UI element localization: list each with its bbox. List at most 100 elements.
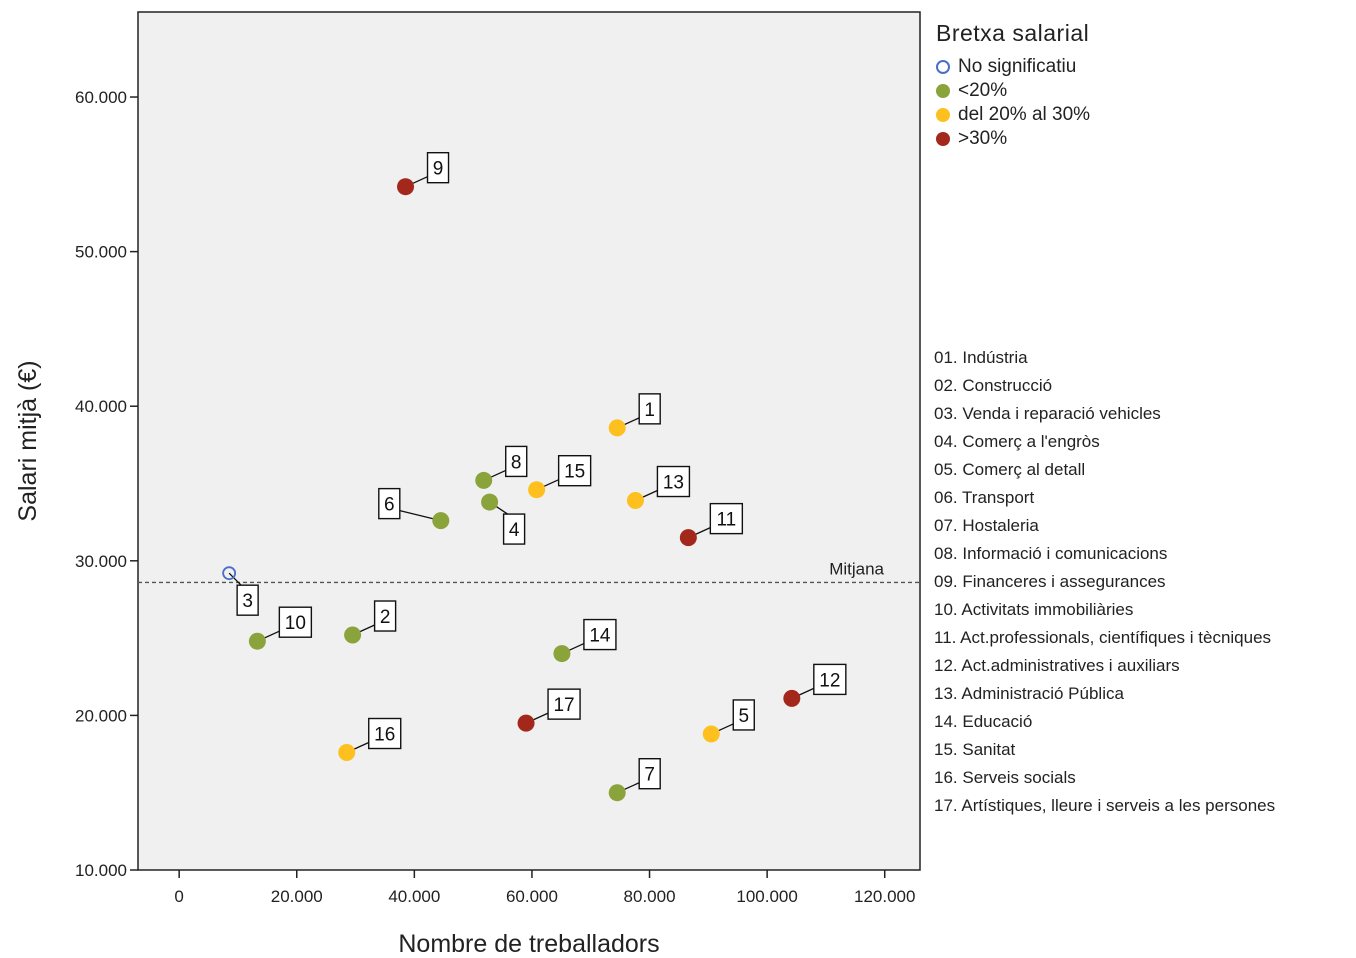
data-point [248,632,266,650]
point-label-box [709,502,744,535]
y-tick-label: 30.000 [75,552,127,571]
data-point [397,178,415,196]
legend-entry: del 20% al 30% [936,103,1090,127]
point-label: 14 [589,626,611,647]
point-label: 2 [380,607,391,628]
legend-title: Bretxa salarial [936,20,1090,46]
y-tick-label: 20.000 [75,706,127,725]
x-tick-label: 100.000 [736,887,797,906]
sector-key-item: 11. Act.professionals, científiques i tè… [934,628,1272,647]
legend: Bretxa salarial No significatiu <20% del 2… [936,20,1090,151]
point-label: 6 [384,495,395,516]
data-point [475,471,493,489]
x-axis: 0 20.000 40.000 60.000 80.000 100.000 120.000 [174,870,915,906]
sector-key-item: 12. Act.administratives i auxiliars [934,656,1180,675]
point-label-group: 15 [536,454,592,491]
point-label-box [638,393,661,425]
sector-key-item: 08. Informació i comunicacions [934,544,1168,563]
legend-entry-label: <20% [958,80,1008,101]
data-point [338,744,356,762]
point-label: 13 [663,473,684,494]
y-tick-label: 10.000 [75,861,127,880]
x-tick-label: 40.000 [388,887,440,906]
point-label-box [368,717,402,750]
point-label-box [732,699,755,731]
sector-key-item: 10. Activitats immobiliàries [934,600,1134,619]
sector-key-item: 01. Indústria [934,348,1028,367]
filled-circle-icon [936,84,950,98]
point-label: 16 [374,725,395,746]
point-label-group: 16 [346,717,402,754]
point-label-group: 6 [378,487,441,522]
y-axis: 10.000 20.000 30.000 40.000 50.000 60.000 [75,88,138,880]
point-label-box [813,663,847,696]
point-label: 15 [564,462,585,483]
point-label: 10 [285,613,306,634]
data-point-not-significant [222,566,237,581]
point-label-group: 2 [352,600,397,636]
legend-entry-label: del 20% al 30% [958,104,1091,125]
data-point [608,784,626,802]
point-label-group: 13 [635,465,691,502]
filled-circle-icon [936,132,950,146]
data-point [344,626,362,644]
sector-key-item: 09. Financeres i assegurances [934,572,1166,591]
sector-key-item: 14. Educació [934,712,1033,731]
point-label-group: 11 [688,502,744,539]
sector-key-item: 02. Construcció [934,376,1053,395]
x-tick-label: 20.000 [271,887,323,906]
point-label: 3 [242,591,253,612]
data-point [432,512,450,530]
y-axis-title: Salari mitjà (€) [14,360,42,521]
point-label-box [557,454,592,487]
y-tick-label: 40.000 [75,397,127,416]
data-point [608,419,626,437]
data-point [528,481,546,499]
sector-key-item: 16. Serveis socials [934,768,1076,787]
point-label-box [583,618,617,651]
legend-entry: <20% [936,79,1090,103]
point-label-group: 4 [489,501,526,545]
legend-entry-label: >30% [958,128,1008,149]
point-label-box [426,151,450,184]
point-label: 7 [644,765,655,786]
point-label: 5 [738,706,749,727]
sector-key-item: 04. Comerç a l'engròs [934,432,1100,451]
point-label-group: 17 [525,688,581,724]
data-point [783,689,801,707]
sector-key-list: 01. Indústria 02. Construcció 03. Venda i … [934,344,1275,820]
x-tick-label: 60.000 [506,887,558,906]
data-point [702,725,720,743]
point-label-group: 1 [616,393,661,429]
point-label: 9 [433,159,444,180]
point-label-box [505,445,528,478]
point-label-box [378,487,401,520]
sector-key-item: 06. Transport [934,488,1035,507]
point-label-leader [228,572,242,586]
point-label-group: 3 [228,572,259,616]
x-tick-label: 120.000 [854,887,915,906]
y-tick-label: 60.000 [75,88,127,107]
data-point [517,714,535,732]
hollow-circle-icon [936,60,950,74]
mean-line-label: Mitjana [829,559,884,578]
point-label-box [236,584,259,616]
data-point [679,529,697,547]
x-axis-title: Nombre de treballadors [398,930,659,958]
data-point [553,645,571,663]
point-label-box [547,688,581,720]
point-label: 11 [716,510,736,531]
sector-key-item: 17. Artístiques, lleure i serveis a les … [934,796,1276,815]
point-label: 17 [553,695,574,716]
legend-entry: >30% [936,127,1090,151]
point-label-group: 10 [257,606,313,642]
reference-line-group: Mitjana [138,559,920,584]
legend-entry: No significatiu [936,55,1090,79]
point-label-box [656,465,691,498]
data-point [481,493,499,511]
point-label: 1 [644,400,655,421]
point-label-group: 5 [711,699,755,735]
point-label-box [373,600,397,632]
